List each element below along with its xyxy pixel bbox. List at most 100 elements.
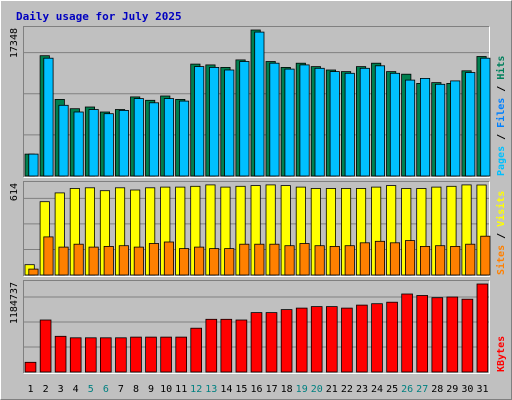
bar-files-day-1 (28, 153, 39, 177)
bar-sites-day-19 (299, 243, 310, 276)
x-tick-day-31: 31 (476, 384, 488, 395)
x-tick-day-11: 11 (175, 384, 187, 395)
bar-kbytes-day-20 (310, 306, 323, 373)
bar-kbytes-day-22 (341, 307, 353, 373)
bar-kbytes-day-25 (386, 301, 398, 373)
x-tick-day-9: 9 (148, 384, 154, 395)
x-tick-day-15: 15 (235, 384, 247, 395)
bar-sites-day-12 (194, 246, 205, 276)
bar-files-day-4 (73, 111, 84, 177)
bar-sites-day-31 (480, 235, 491, 276)
bar-sites-day-30 (465, 243, 476, 276)
chart-title: Daily usage for July 2025 (16, 10, 182, 23)
bar-files-day-18 (284, 68, 295, 177)
bar-sites-day-25 (389, 242, 400, 276)
bar-files-day-16 (254, 31, 265, 177)
x-tick-day-1: 1 (27, 384, 33, 395)
bar-files-day-17 (269, 62, 280, 177)
legend-item-1: / (496, 227, 507, 245)
bar-files-day-5 (88, 109, 99, 177)
legend: Pages / Files / Hits (495, 56, 507, 176)
bar-sites-day-17 (269, 243, 280, 276)
bar-kbytes-day-19 (295, 307, 308, 373)
bar-kbytes-day-9 (145, 336, 157, 373)
legend-item-0: Pages (496, 146, 507, 176)
legend-item-2: Files (495, 98, 507, 128)
x-tick-day-23: 23 (356, 384, 368, 395)
bar-sites-day-13 (209, 248, 220, 276)
bar-files-day-31 (480, 57, 491, 177)
bar-files-day-9 (148, 102, 160, 177)
bar-kbytes-day-21 (325, 306, 338, 373)
x-tick-day-12: 12 (190, 384, 202, 395)
bar-kbytes-day-30 (461, 298, 474, 373)
bar-sites-day-23 (359, 242, 370, 276)
bar-sites-day-5 (88, 246, 99, 276)
bar-kbytes-day-8 (130, 336, 142, 373)
bar-files-day-20 (314, 67, 325, 177)
x-tick-day-29: 29 (446, 384, 458, 395)
panel-1: 17348 Pages / Files / Hits (9, 26, 507, 178)
bar-sites-day-1 (28, 268, 39, 276)
panel-border-shadow (23, 26, 490, 178)
bar-kbytes-day-17 (265, 312, 278, 373)
bar-sites-day-11 (178, 248, 190, 276)
bar-files-day-23 (359, 67, 370, 177)
bar-sites-day-27 (419, 245, 431, 276)
x-tick-day-27: 27 (416, 384, 428, 395)
bar-sites-day-2 (43, 236, 54, 276)
bar-sites-day-24 (374, 240, 385, 276)
panel-border-shadow (23, 181, 490, 277)
panel-border-shadow (23, 280, 490, 374)
y-max-label: 614 (9, 183, 20, 201)
legend-item-1: / (496, 128, 507, 146)
bar-kbytes-day-16 (250, 312, 263, 373)
x-tick-day-3: 3 (58, 384, 64, 395)
bar-files-day-26 (404, 79, 416, 177)
bar-sites-day-15 (239, 243, 250, 276)
bar-files-day-2 (43, 57, 54, 177)
bar-kbytes-day-4 (69, 337, 82, 373)
bar-files-day-3 (58, 104, 69, 177)
x-tick-day-7: 7 (118, 384, 124, 395)
bar-kbytes-day-7 (115, 337, 127, 373)
x-tick-day-24: 24 (371, 384, 383, 395)
bar-files-day-25 (389, 72, 400, 177)
bar-sites-day-10 (163, 241, 175, 276)
x-tick-day-20: 20 (311, 384, 323, 395)
x-tick-day-18: 18 (281, 384, 293, 395)
legend-item-0: Sites (495, 245, 507, 275)
x-tick-day-26: 26 (401, 384, 413, 395)
panel-border-highlight (23, 181, 490, 277)
bar-kbytes-day-26 (401, 293, 413, 373)
bar-sites-day-18 (284, 245, 295, 276)
x-tick-day-2: 2 (43, 384, 49, 395)
bar-kbytes-day-10 (160, 336, 172, 373)
bar-sites-day-9 (148, 243, 160, 276)
legend-item-4: Hits (495, 56, 507, 80)
x-tick-day-14: 14 (220, 384, 232, 395)
bar-kbytes-day-11 (175, 336, 188, 373)
bar-files-day-14 (224, 69, 235, 177)
bar-kbytes-day-18 (280, 309, 293, 373)
x-tick-day-6: 6 (103, 384, 109, 395)
bar-sites-day-26 (404, 240, 416, 276)
x-tick-day-17: 17 (266, 384, 278, 395)
x-tick-day-4: 4 (73, 384, 79, 395)
x-tick-day-25: 25 (386, 384, 398, 395)
bar-files-day-21 (329, 71, 340, 177)
bar-files-day-12 (194, 66, 205, 177)
bar-sites-day-21 (329, 245, 340, 276)
legend-item-0: KBytes (496, 336, 507, 372)
bar-sites-day-22 (344, 245, 355, 276)
bar-kbytes-day-1 (24, 361, 37, 373)
bar-kbytes-day-27 (416, 295, 428, 373)
y-max-label: 17348 (9, 28, 20, 58)
bar-files-day-7 (118, 110, 129, 177)
bar-files-day-11 (178, 100, 190, 177)
bar-kbytes-day-3 (54, 335, 67, 373)
bar-files-day-19 (299, 64, 310, 177)
bar-files-day-28 (435, 83, 446, 177)
bar-files-day-29 (450, 80, 461, 177)
